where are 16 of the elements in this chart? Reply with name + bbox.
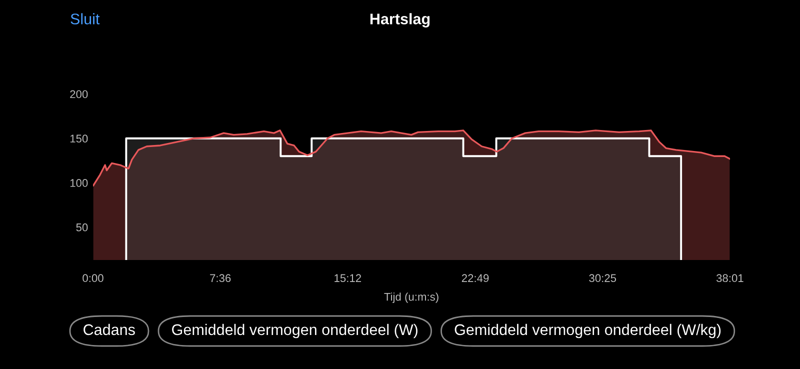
x-tick-label: 7:36	[210, 274, 231, 282]
x-tick-label: 22:49	[462, 274, 489, 282]
text: Gemiddeld vermogen onderdeel (W/kg)	[454, 324, 721, 338]
text: Sluit	[70, 13, 100, 24]
y-tick-label: 200	[70, 90, 88, 98]
x-tick-label: 15:12	[334, 274, 362, 282]
x-tick-label: 38:01	[716, 274, 744, 282]
y-tick-label: 100	[70, 179, 88, 187]
x-axis-title: Tijd (u:m:s)	[384, 292, 438, 303]
text: Cadans	[84, 324, 135, 336]
chart-title: Hartslag	[370, 13, 430, 28]
x-tick-label: 0:00	[82, 274, 104, 282]
y-tick-label: 150	[70, 134, 88, 143]
x-tick-label: 30:25	[589, 274, 616, 282]
y-tick-label: 50	[76, 223, 88, 232]
text: Gemiddeld vermogen onderdeel (W)	[172, 324, 418, 338]
